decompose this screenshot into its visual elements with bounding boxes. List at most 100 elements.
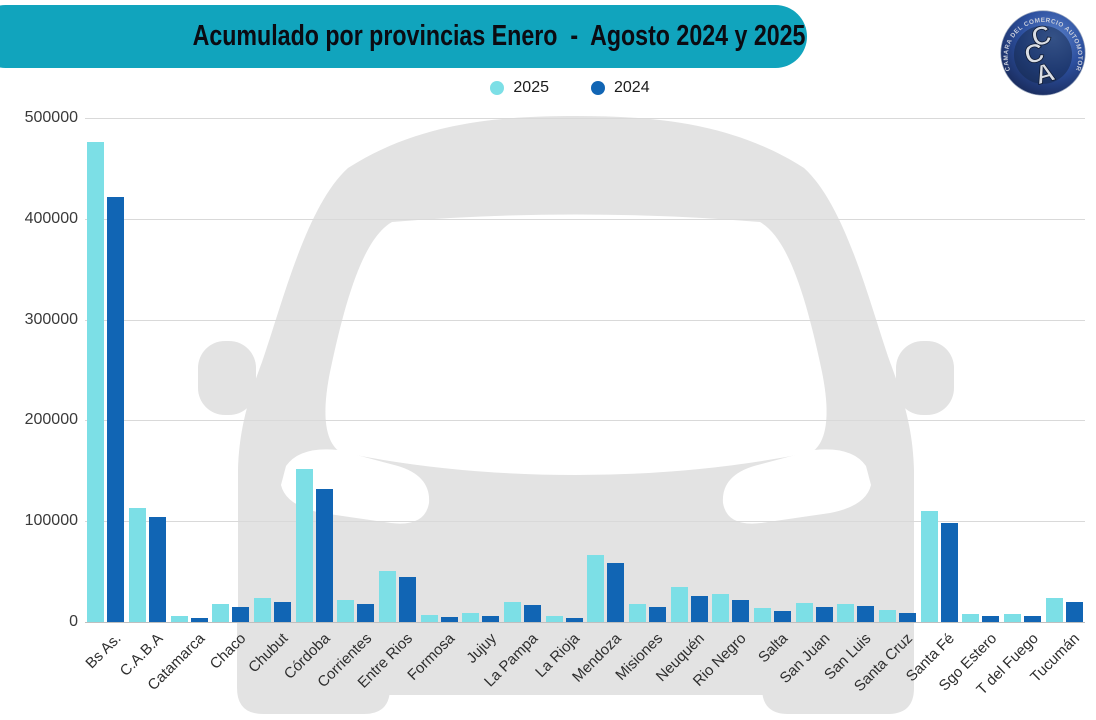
bar-group-La Pampa — [504, 118, 541, 622]
bar-2024-Tucumán[interactable] — [1065, 602, 1083, 622]
bar-2025-Mendoza[interactable] — [587, 555, 605, 622]
bar-2024-La Rioja[interactable] — [565, 617, 583, 622]
bar-group-Salta — [754, 118, 791, 622]
bar-group-Sgo Estero — [962, 118, 1000, 622]
bar-2024-Neuquén[interactable] — [690, 595, 708, 622]
bar-2024-Formosa[interactable] — [440, 617, 458, 622]
bar-2024-Corrientes[interactable] — [357, 603, 375, 622]
bar-2024-Mendoza[interactable] — [607, 563, 625, 622]
bar-2025-Sgo Estero[interactable] — [962, 613, 980, 622]
y-axis-tick-label: 500000 — [24, 109, 78, 126]
x-axis-category-label: Jujuy — [463, 630, 500, 667]
bar-group-Catamarca — [170, 118, 208, 622]
bar-2024-Chubut[interactable] — [274, 602, 291, 622]
bar-2025-La Rioja[interactable] — [545, 615, 563, 622]
y-axis: 0 100000 200000 300000 400000 500000 — [0, 109, 78, 630]
bar-2024-T del Fuego[interactable] — [1024, 616, 1041, 622]
y-axis-tick-label: 200000 — [24, 411, 78, 429]
bar-2024-Salta[interactable] — [774, 610, 791, 622]
bar-2025-Santa Cruz[interactable] — [879, 609, 896, 622]
bar-group-Santa Cruz — [879, 118, 916, 622]
bar-2025-La Pampa[interactable] — [504, 602, 521, 622]
bar-group-Neuquén — [670, 118, 708, 622]
bar-group-Entre Rios — [379, 118, 416, 622]
bar-2025-Formosa[interactable] — [420, 614, 438, 622]
gridline-500000 — [85, 118, 1085, 119]
bar-group-Bs As. — [87, 118, 125, 622]
x-axis-category-label: Chaco — [207, 630, 250, 673]
bar-2024-Chaco[interactable] — [232, 607, 250, 622]
bar-2025-Misiones[interactable] — [629, 603, 646, 622]
legend-label-2024: 2024 — [614, 79, 650, 96]
bar-2024-Rio Negro[interactable] — [732, 599, 750, 622]
bar-group-San Luis — [837, 118, 875, 622]
legend-item-2025[interactable]: 2025 — [490, 79, 549, 97]
legend-marker-2024 — [591, 81, 605, 95]
gridline-0 — [85, 622, 1085, 623]
bar-2024-Santa Fé[interactable] — [940, 523, 958, 622]
y-axis-tick-label: 0 — [69, 613, 78, 630]
bars-layer — [85, 118, 1085, 622]
bar-2024-Sgo Estero[interactable] — [982, 615, 1000, 622]
title-banner: Acumulado por provincias Enero - Agosto … — [0, 5, 807, 68]
gridline-400000 — [85, 218, 1085, 220]
svg-text:C: C — [1021, 36, 1048, 70]
bar-2024-C.A.B.A[interactable] — [149, 517, 166, 622]
bar-group-Jujuy — [462, 118, 500, 622]
bar-2025-Tucumán[interactable] — [1045, 597, 1063, 622]
bar-group-Chaco — [212, 118, 250, 622]
bar-2025-San Juan[interactable] — [795, 603, 813, 622]
bar-2025-Catamarca[interactable] — [170, 615, 188, 622]
bar-2025-Rio Negro[interactable] — [712, 593, 730, 622]
bar-2025-C.A.B.A[interactable] — [129, 508, 146, 622]
y-axis-tick-label: 100000 — [24, 512, 78, 530]
bar-2025-Bs As.[interactable] — [87, 142, 105, 622]
legend-label-2025: 2025 — [513, 79, 549, 96]
bar-group-Formosa — [420, 118, 458, 622]
bar-2024-Entre Rios[interactable] — [399, 576, 416, 622]
logo-cca-letters: C C A — [1021, 18, 1059, 90]
chart-title: Acumulado por provincias Enero - Agosto … — [193, 20, 806, 52]
bar-group-Santa Fé — [920, 118, 958, 622]
bar-2025-Chaco[interactable] — [212, 603, 230, 622]
y-axis-tick-label: 400000 — [24, 209, 78, 227]
bar-2024-Córdoba[interactable] — [315, 488, 333, 622]
gridline-300000 — [85, 319, 1085, 321]
bar-2024-Bs As.[interactable] — [107, 196, 125, 622]
x-axis-category-label: Salta — [755, 630, 792, 667]
bar-group-Misiones — [629, 118, 666, 622]
gridline-200000 — [85, 420, 1085, 422]
bar-2024-La Pampa[interactable] — [524, 605, 541, 622]
bar-2025-Jujuy[interactable] — [462, 613, 480, 622]
bar-group-Corrientes — [337, 118, 375, 622]
bar-group-La Rioja — [545, 118, 583, 622]
bar-2024-Santa Cruz[interactable] — [899, 612, 916, 622]
bar-group-C.A.B.A — [129, 118, 166, 622]
bar-group-Mendoza — [587, 118, 625, 622]
bar-2024-Catamarca[interactable] — [190, 617, 208, 622]
legend: 2025 2024 — [22, 79, 1096, 97]
bar-2025-Neuquén[interactable] — [670, 587, 688, 622]
bar-2025-San Luis[interactable] — [837, 604, 855, 622]
bar-2025-Santa Fé[interactable] — [920, 511, 938, 622]
bar-2025-Salta[interactable] — [754, 607, 771, 622]
bar-group-Córdoba — [295, 118, 333, 622]
bar-2024-Jujuy[interactable] — [482, 615, 500, 622]
bar-2025-Entre Rios[interactable] — [379, 570, 396, 622]
legend-item-2024[interactable]: 2024 — [591, 79, 650, 97]
bar-2025-Corrientes[interactable] — [337, 599, 355, 622]
legend-marker-2025 — [490, 81, 505, 95]
bar-2024-San Luis[interactable] — [857, 606, 875, 622]
bar-2025-Chubut[interactable] — [254, 597, 271, 622]
bar-2024-San Juan[interactable] — [815, 607, 833, 622]
bar-2024-Misiones[interactable] — [649, 606, 666, 622]
bar-2025-T del Fuego[interactable] — [1004, 614, 1021, 622]
y-axis-tick-label: 300000 — [24, 310, 78, 328]
cca-logo: CAMARA DEL COMERCIO AUTOMOTOR C C A — [1000, 10, 1086, 96]
gridlines-layer — [85, 118, 1085, 623]
bar-group-Chubut — [254, 118, 291, 622]
bar-2025-Córdoba[interactable] — [295, 468, 313, 622]
bar-group-T del Fuego — [1004, 118, 1041, 622]
bar-group-Tucumán — [1045, 118, 1083, 622]
